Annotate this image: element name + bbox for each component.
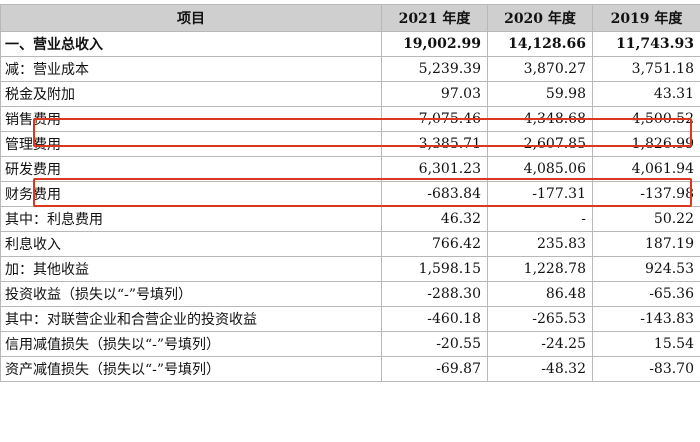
table-row: 其中：利息费用 46.32 - 50.22	[0, 206, 700, 232]
row-value-2020: 14,128.66	[487, 31, 593, 57]
row-value-2019: 4,061.94	[592, 156, 700, 182]
row-value-2021: 1,598.15	[381, 256, 488, 282]
header-2021: 2021 年度	[381, 4, 488, 32]
row-value-2019: 15.54	[592, 331, 700, 357]
row-label: 管理费用	[0, 131, 382, 157]
table-header-row: 项目 2021 年度 2020 年度 2019 年度	[0, 4, 700, 32]
row-value-2020: 235.83	[487, 231, 593, 257]
row-value-2019: 1,826.99	[592, 131, 700, 157]
table-row: 管理费用 3,385.71 2,607.85 1,826.99	[0, 131, 700, 157]
row-value-2019: 11,743.93	[592, 31, 700, 57]
row-label: 其中：利息费用	[0, 206, 382, 232]
row-value-2021: 97.03	[381, 81, 488, 107]
table-row: 其中：对联营企业和合营企业的投资收益 -460.18 -265.53 -143.…	[0, 306, 700, 332]
income-statement-table: 项目 2021 年度 2020 年度 2019 年度 一、营业总收入 19,00…	[0, 4, 700, 382]
row-value-2020: 4,085.06	[487, 156, 593, 182]
row-label: 利息收入	[0, 231, 382, 257]
table-row: 资产减值损失（损失以“-”号填列） -69.87 -48.32 -83.70	[0, 356, 700, 382]
table-row: 税金及附加 97.03 59.98 43.31	[0, 81, 700, 107]
row-value-2019: -83.70	[592, 356, 700, 382]
row-value-2021: 6,301.23	[381, 156, 488, 182]
row-label: 减：营业成本	[0, 56, 382, 82]
table-row-rd-expenses: 研发费用 6,301.23 4,085.06 4,061.94	[0, 156, 700, 182]
row-value-2019: -65.36	[592, 281, 700, 307]
row-value-2021: -460.18	[381, 306, 488, 332]
row-value-2020: -	[487, 206, 593, 232]
row-value-2021: 5,239.39	[381, 56, 488, 82]
table-row: 财务费用 -683.84 -177.31 -137.98	[0, 181, 700, 207]
row-label: 资产减值损失（损失以“-”号填列）	[0, 356, 382, 382]
row-label: 财务费用	[0, 181, 382, 207]
row-value-2020: 3,870.27	[487, 56, 593, 82]
row-label: 信用减值损失（损失以“-”号填列）	[0, 331, 382, 357]
row-value-2019: 50.22	[592, 206, 700, 232]
row-value-2020: -177.31	[487, 181, 593, 207]
table-row: 加：其他收益 1,598.15 1,228.78 924.53	[0, 256, 700, 282]
row-value-2021: -288.30	[381, 281, 488, 307]
header-2019: 2019 年度	[592, 4, 700, 32]
row-value-2020: 1,228.78	[487, 256, 593, 282]
row-value-2020: -48.32	[487, 356, 593, 382]
row-value-2021: 766.42	[381, 231, 488, 257]
row-label: 其中：对联营企业和合营企业的投资收益	[0, 306, 382, 332]
row-value-2019: 4,500.52	[592, 106, 700, 132]
row-value-2021: 46.32	[381, 206, 488, 232]
row-label: 销售费用	[0, 106, 382, 132]
header-2020: 2020 年度	[487, 4, 593, 32]
row-value-2021: -20.55	[381, 331, 488, 357]
table-row: 一、营业总收入 19,002.99 14,128.66 11,743.93	[0, 31, 700, 57]
row-value-2020: -265.53	[487, 306, 593, 332]
row-value-2021: 19,002.99	[381, 31, 488, 57]
row-value-2019: 924.53	[592, 256, 700, 282]
row-value-2021: 7,075.46	[381, 106, 488, 132]
row-value-2020: -24.25	[487, 331, 593, 357]
table-row: 减：营业成本 5,239.39 3,870.27 3,751.18	[0, 56, 700, 82]
row-label: 一、营业总收入	[0, 31, 382, 57]
row-label: 税金及附加	[0, 81, 382, 107]
row-label: 投资收益（损失以“-”号填列）	[0, 281, 382, 307]
row-value-2019: 3,751.18	[592, 56, 700, 82]
table-row-selling-expenses: 销售费用 7,075.46 4,348.68 4,500.52	[0, 106, 700, 132]
row-value-2019: -137.98	[592, 181, 700, 207]
table-row: 投资收益（损失以“-”号填列） -288.30 86.48 -65.36	[0, 281, 700, 307]
row-value-2019: 43.31	[592, 81, 700, 107]
row-value-2021: -69.87	[381, 356, 488, 382]
row-value-2019: -143.83	[592, 306, 700, 332]
table-row: 信用减值损失（损失以“-”号填列） -20.55 -24.25 15.54	[0, 331, 700, 357]
row-value-2019: 187.19	[592, 231, 700, 257]
row-value-2020: 2,607.85	[487, 131, 593, 157]
row-value-2020: 59.98	[487, 81, 593, 107]
row-value-2020: 4,348.68	[487, 106, 593, 132]
row-label: 研发费用	[0, 156, 382, 182]
table-row: 利息收入 766.42 235.83 187.19	[0, 231, 700, 257]
header-item: 项目	[0, 4, 382, 32]
row-value-2020: 86.48	[487, 281, 593, 307]
row-value-2021: -683.84	[381, 181, 488, 207]
row-value-2021: 3,385.71	[381, 131, 488, 157]
row-label: 加：其他收益	[0, 256, 382, 282]
